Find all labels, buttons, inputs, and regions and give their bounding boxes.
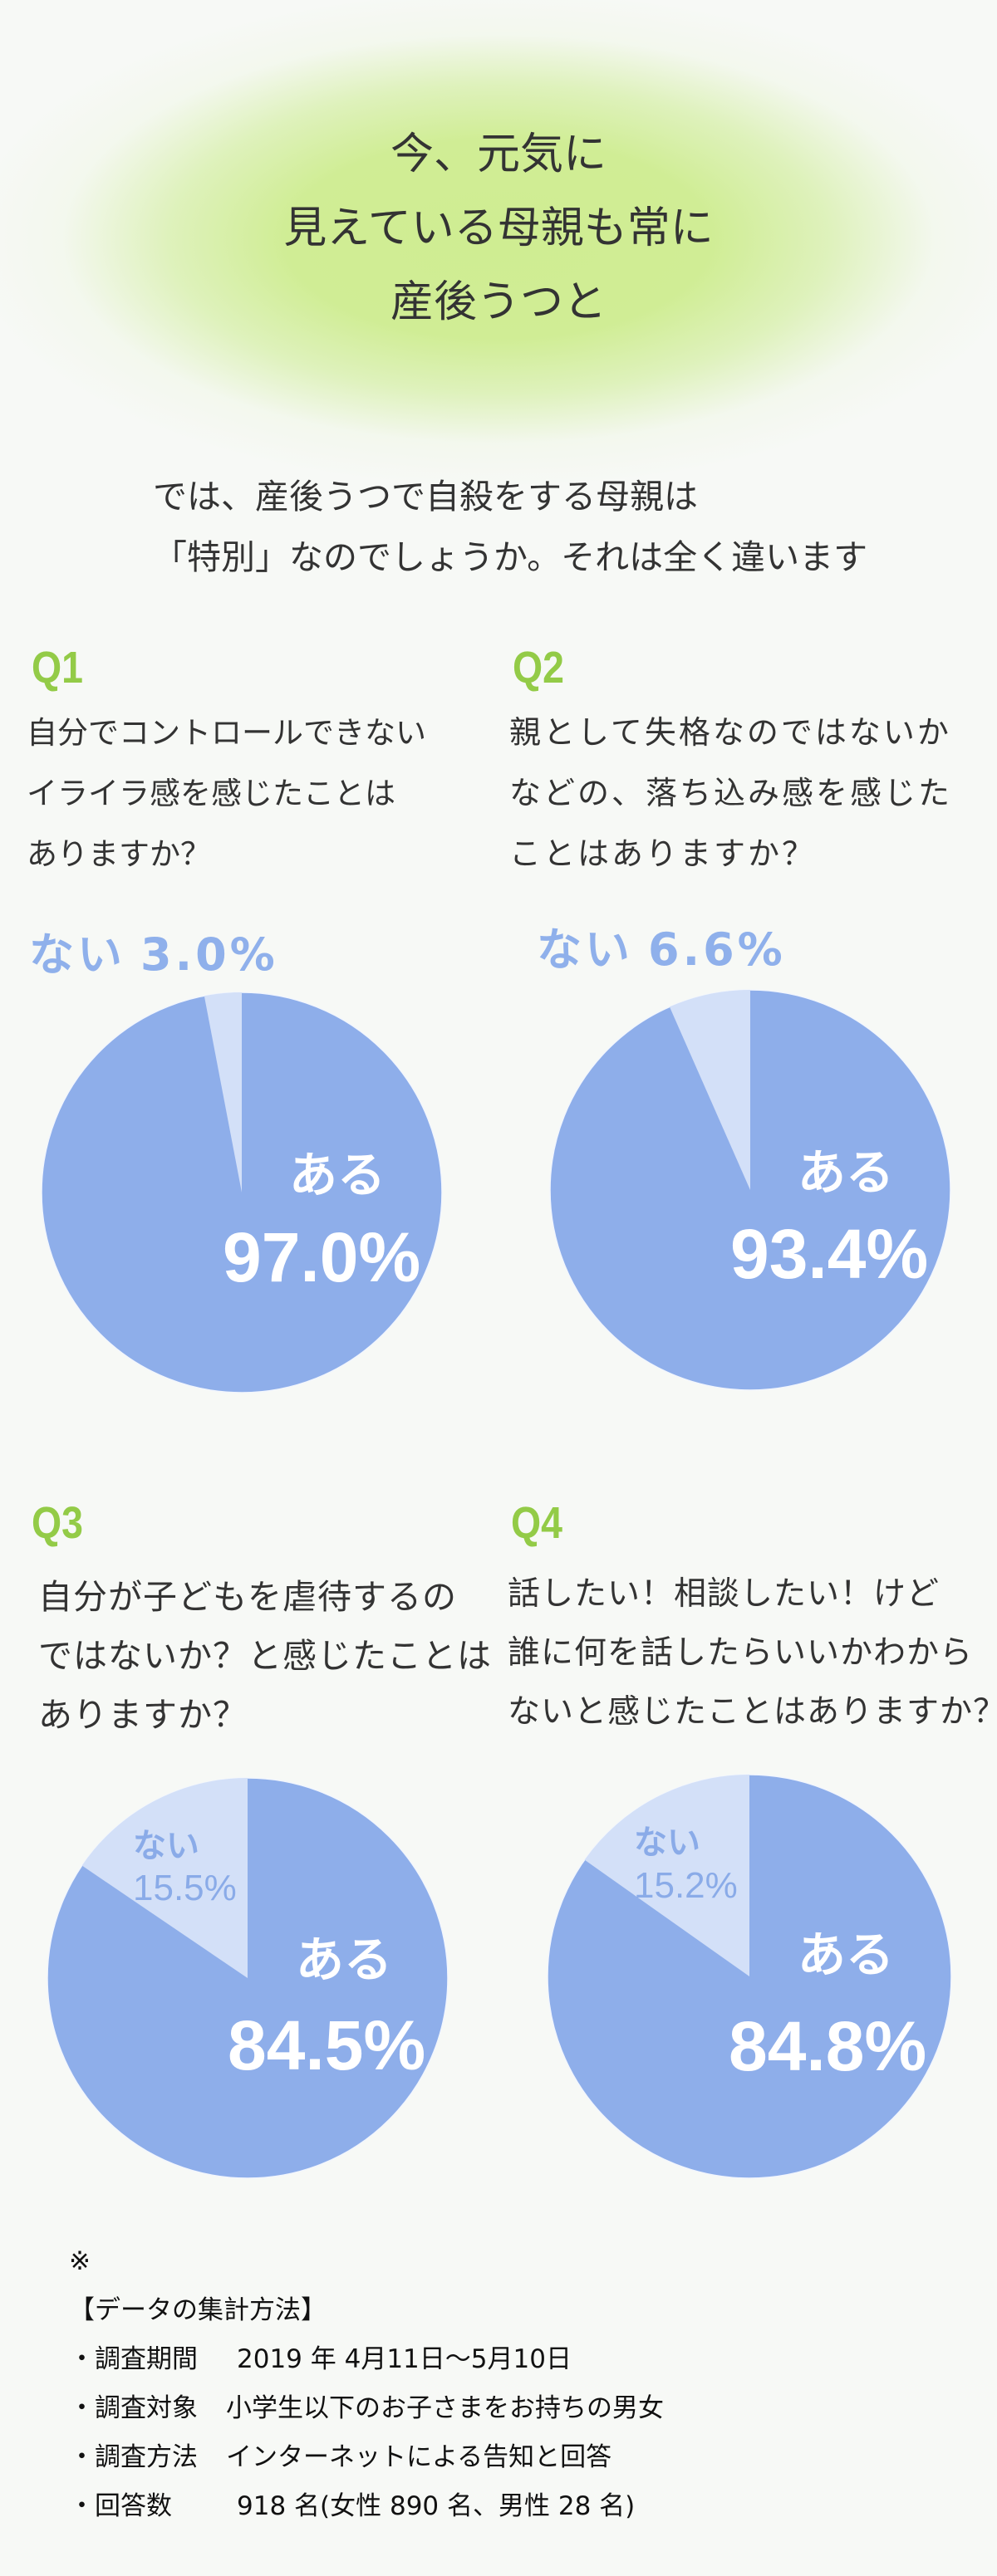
pie-no-label-q3: ない (133, 1827, 199, 1865)
pie-no-label-q1: ない 3.0% (29, 930, 278, 980)
data-collection-footnote: ※ 【データの集計方法】 ・調査期間 2019 年 4月11日〜5月10日 ・調… (69, 2237, 664, 2531)
question-line: ありますか？ (38, 1695, 248, 1735)
pie-no-label-q2: ない 6.6% (537, 925, 786, 975)
question-line: ありますか？ (27, 836, 211, 872)
footnote-mark: ※ (69, 2246, 91, 2276)
question-line: 自分でコントロールできない (27, 715, 426, 751)
intro-line: 「特別」なのでしょうか。それは全く違います (153, 537, 868, 577)
pie-yes-value-q4: 84.8% (729, 2007, 927, 2085)
question-line: などの、落ち込み感を感じた (509, 775, 953, 811)
question-text-q4: 話したい！相談したい！けど 誰に何を話したらいいかわから ないと感じたことはあり… (508, 1565, 997, 1741)
pie-yes-value-q2: 93.4% (730, 1215, 929, 1293)
page-title: 今、元気に 見えている母親も常に 産後うつと (0, 118, 997, 340)
pie-slice-no (81, 1778, 248, 1978)
footnote-row-method: ・調査方法 インターネットによる告知と回答 (69, 2433, 664, 2482)
no-value: 3.0% (140, 928, 278, 981)
question-label-q4: Q4 (511, 1498, 562, 1548)
title-line: 今、元気に (390, 130, 607, 179)
question-text-q2: 親として失格なのではないか などの、落ち込み感を感じた ことはありますか？ (509, 703, 952, 884)
question-line: 話したい！相談したい！けど (508, 1575, 941, 1613)
question-text-q3: 自分が子どもを虐待するの ではないか？と感じたことは ありますか？ (38, 1568, 492, 1745)
footnote-value: 918 名(女性 890 名、男性 28 名) (237, 2491, 636, 2521)
pie-chart-q1 (41, 992, 443, 1393)
pie-chart-q4 (547, 1774, 952, 2179)
footnote-key: ・回答数 (69, 2491, 172, 2521)
pie-no-value-q3: 15.5% (133, 1868, 237, 1908)
footnote-row-respondents: ・回答数 918 名(女性 890 名、男性 28 名) (69, 2482, 664, 2531)
pie-yes-label-q2: ある (798, 1144, 895, 1201)
footnote-value: 小学生以下のお子さまをお持ちの男女 (226, 2393, 664, 2423)
no-label: ない (537, 923, 633, 976)
question-line: 自分が子どもを虐待するの (38, 1577, 457, 1617)
no-value: 6.6% (648, 923, 786, 976)
pie-no-label-q4: ない (634, 1824, 700, 1862)
question-line: ことはありますか？ (509, 835, 817, 872)
pie-no-value-q4: 15.2% (634, 1865, 738, 1906)
pie-slice-no (204, 992, 242, 1193)
pie-yes-label-q3: ある (296, 1932, 393, 1988)
pie-yes-value-q3: 84.5% (228, 2006, 426, 2084)
question-label-q1: Q1 (32, 643, 83, 693)
title-line: 見えている母親も常に (283, 203, 714, 253)
intro-line: では、産後うつで自殺をする母親は (153, 477, 698, 517)
footnote-heading: 【データの集計方法】 (69, 2295, 327, 2325)
footnote-key: ・調査対象 (69, 2393, 198, 2423)
footnote-value: インターネットによる告知と回答 (226, 2442, 612, 2472)
footnote-row-target: ・調査対象 小学生以下のお子さまをお持ちの男女 (69, 2384, 664, 2433)
question-label-q3: Q3 (32, 1498, 83, 1548)
question-text-q1: 自分でコントロールできない イライラ感を感じたことは ありますか？ (27, 703, 426, 884)
title-glow-background (0, 0, 997, 488)
pie-yes-value-q1: 97.0% (223, 1218, 421, 1296)
footnote-value: 2019 年 4月11日〜5月10日 (237, 2344, 572, 2374)
question-line: 親として失格なのではないか (509, 714, 951, 751)
question-line: 誰に何を話したらいいかわから (508, 1634, 974, 1672)
footnote-row-period: ・調査期間 2019 年 4月11日〜5月10日 (69, 2335, 664, 2384)
pie-chart-q2 (549, 989, 951, 1391)
no-label: ない (29, 928, 125, 981)
pie-yes-label-q4: ある (798, 1927, 895, 1983)
footnote-key: ・調査方法 (69, 2442, 198, 2472)
question-label-q2: Q2 (513, 643, 564, 693)
pie-chart-q3 (47, 1777, 449, 2179)
question-line: ではないか？と感じたことは (38, 1636, 492, 1676)
question-line: ないと感じたことはありますか？ (508, 1693, 997, 1731)
title-line: 産後うつと (390, 277, 607, 327)
footnote-key: ・調査期間 (69, 2344, 198, 2374)
pie-slice-no (584, 1775, 749, 1976)
pie-yes-label-q1: ある (289, 1147, 386, 1203)
question-line: イライラ感を感じたことは (27, 776, 395, 811)
pie-slice-no (669, 990, 750, 1190)
intro-text: では、産後うつで自殺をする母親は 「特別」なのでしょうか。それは全く違います (153, 467, 867, 588)
